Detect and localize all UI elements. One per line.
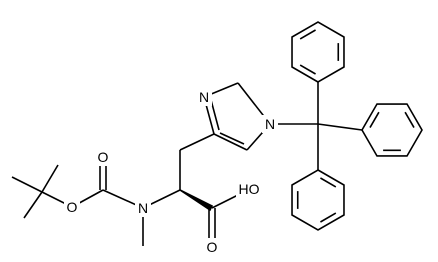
double-bond — [320, 177, 337, 188]
bond — [210, 99, 220, 131]
bond — [219, 132, 245, 145]
phenyl-ring — [291, 21, 345, 83]
phenyl-ring — [291, 169, 345, 231]
atom-label: O — [207, 239, 218, 255]
label-mask — [135, 199, 151, 217]
double-bond — [299, 29, 316, 40]
double-bond — [404, 111, 415, 128]
double-bond — [320, 212, 337, 223]
label-mask — [95, 148, 111, 166]
phenyl-ring — [361, 103, 423, 157]
bond — [317, 123, 363, 131]
atom-label: O — [98, 149, 109, 165]
bonds — [11, 82, 363, 246]
atom-label: N — [138, 200, 148, 216]
atom-label: O — [67, 199, 78, 215]
label-mask — [236, 180, 260, 198]
bond — [23, 191, 43, 219]
atom-label: N — [199, 89, 209, 105]
atom-label: HO — [239, 181, 260, 197]
label-mask — [262, 115, 278, 133]
bond — [213, 133, 248, 151]
label-mask — [196, 88, 212, 106]
atom-labels: N N O O N HO O — [64, 88, 278, 256]
bond — [41, 164, 59, 193]
bond — [179, 133, 215, 151]
double-bond — [369, 111, 380, 128]
double-bond — [299, 64, 316, 75]
label-mask — [204, 238, 220, 256]
atom-label: N — [265, 116, 275, 132]
phenyl-rings — [291, 21, 423, 231]
bond — [11, 176, 43, 193]
wedge-bond — [179, 189, 214, 212]
label-mask — [64, 198, 80, 216]
